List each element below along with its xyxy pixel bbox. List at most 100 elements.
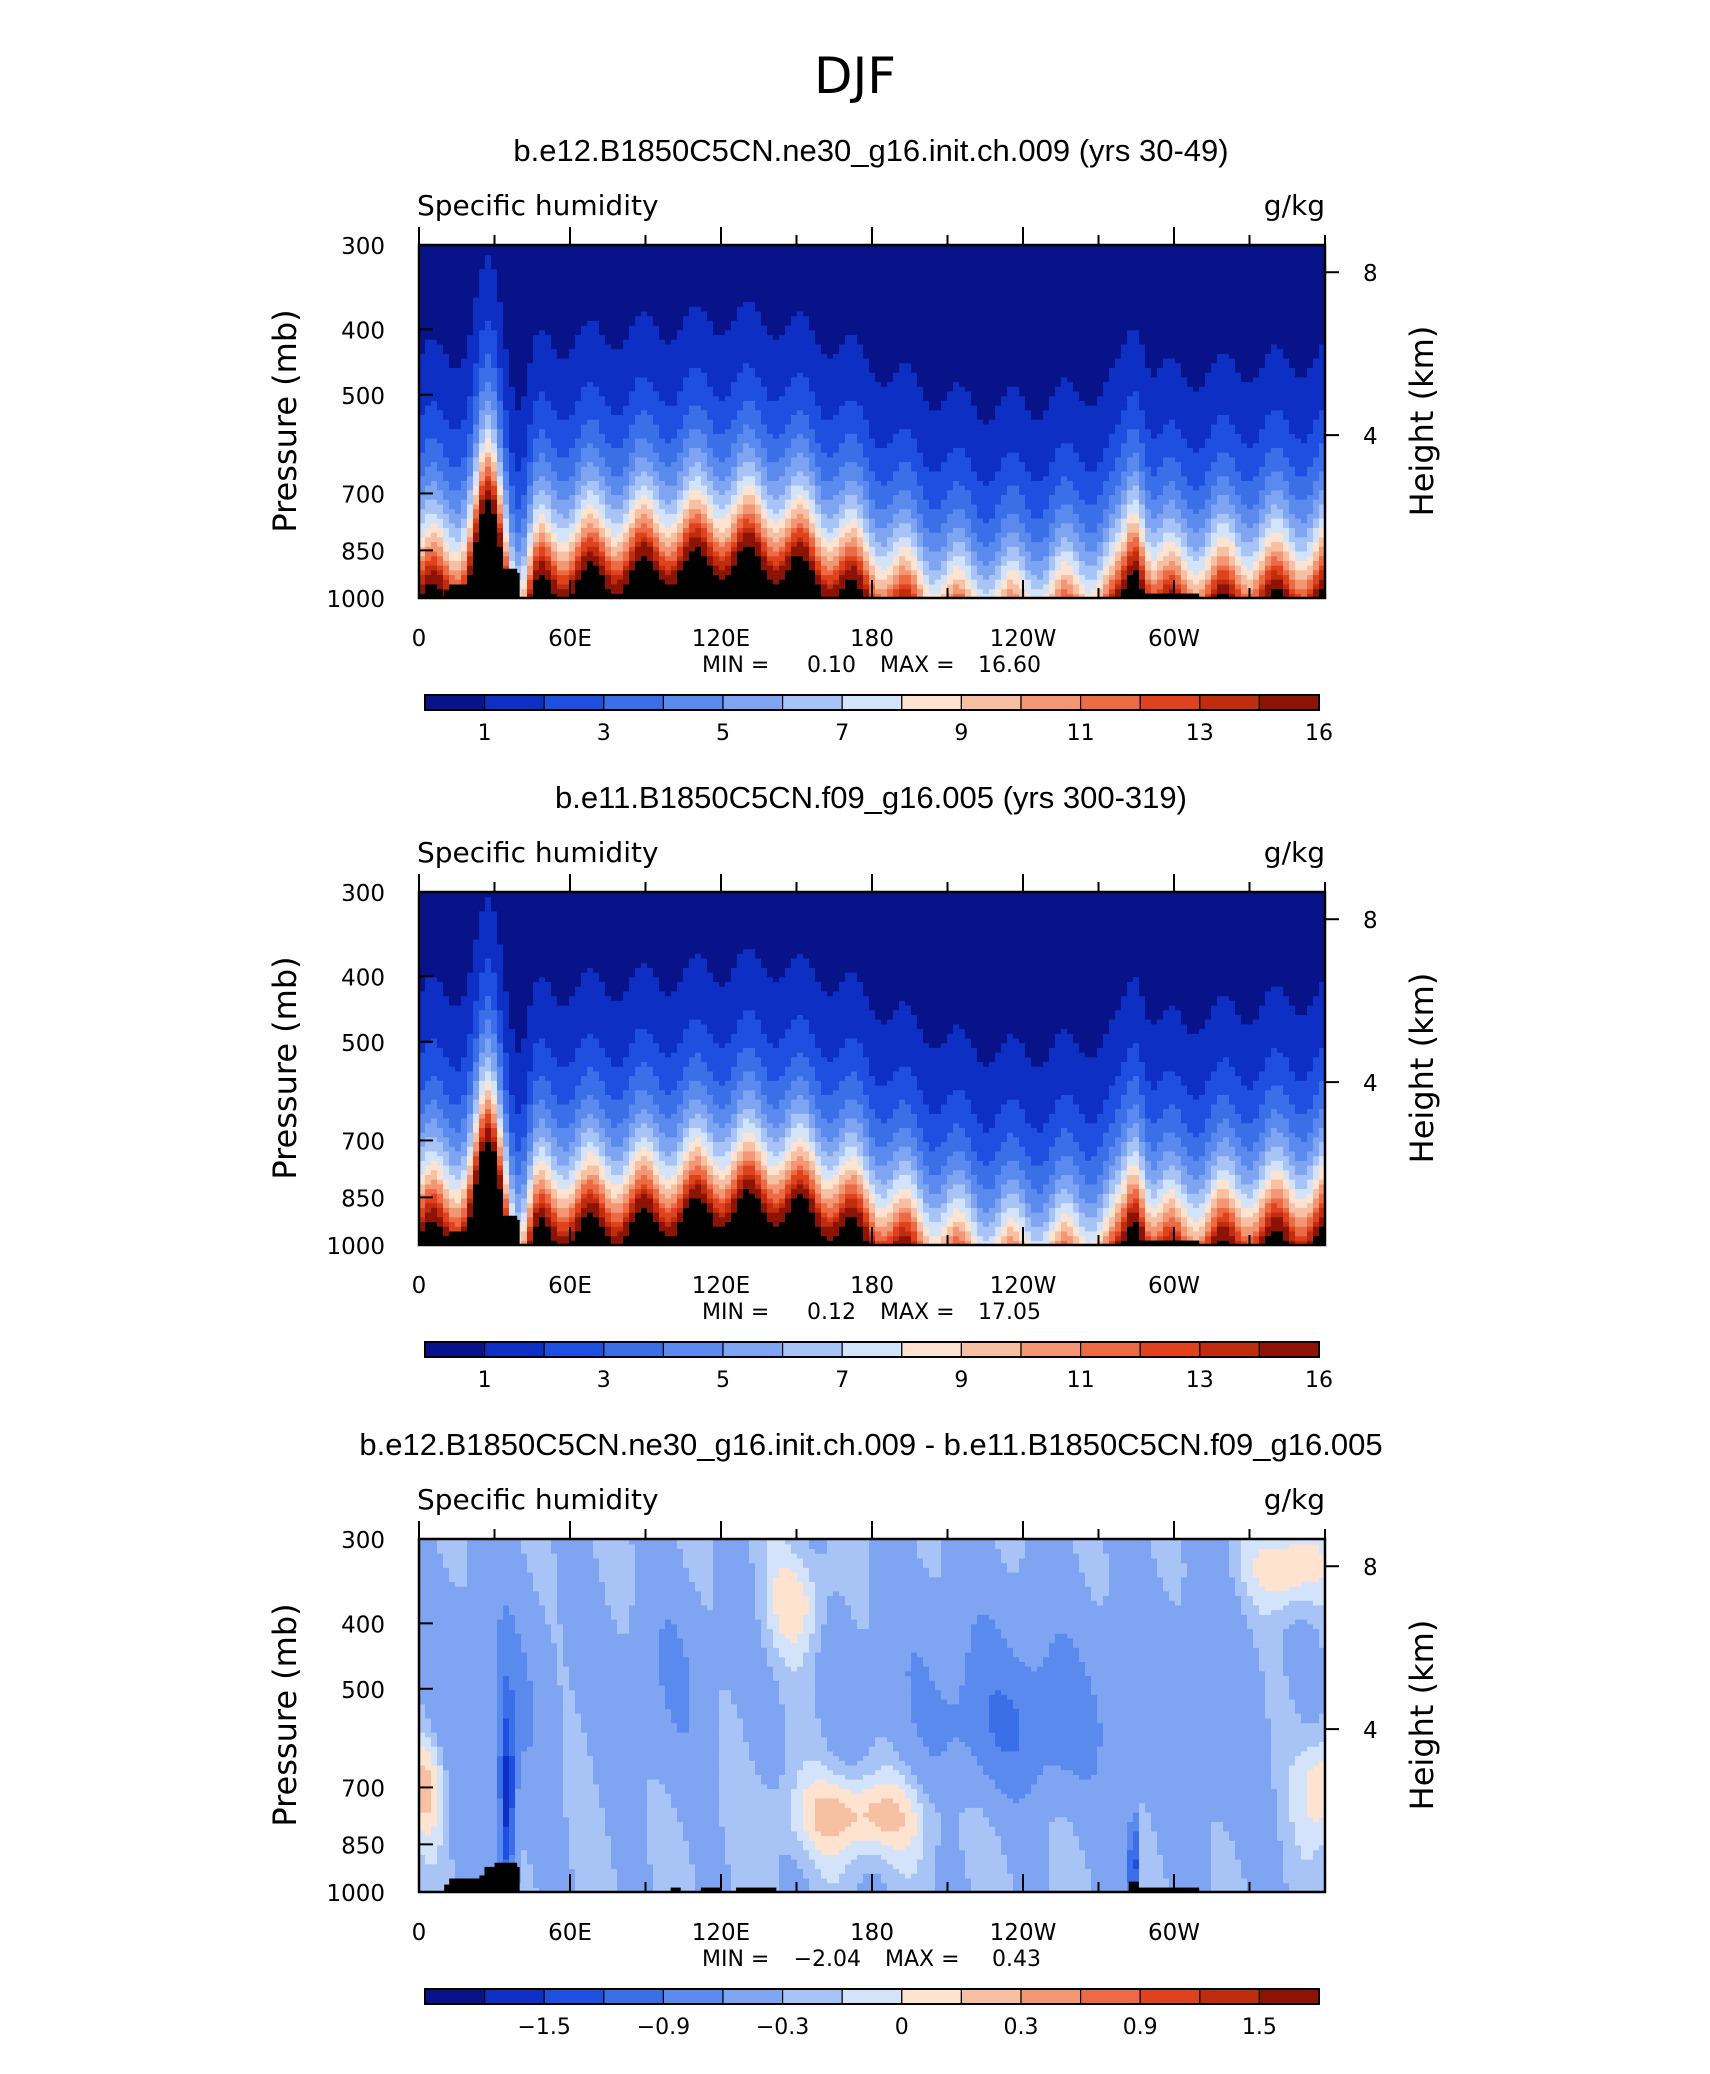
colorbar-box — [543, 694, 605, 711]
contour-cell — [419, 287, 480, 293]
contour-cell — [707, 475, 720, 481]
contour-cell — [1079, 1226, 1086, 1232]
contour-cell — [515, 527, 522, 533]
contour-cell — [1313, 541, 1320, 547]
contour-cell — [551, 1230, 558, 1237]
contour-cell — [503, 466, 510, 472]
contour-cell — [767, 475, 780, 481]
contour-cell — [503, 395, 516, 401]
contour-cell — [779, 579, 816, 585]
contour-cell — [1229, 574, 1236, 580]
contour-cell — [587, 536, 594, 543]
contour-cell — [971, 517, 984, 524]
contour-cell — [1061, 376, 1068, 383]
contour-cell — [1241, 433, 1260, 439]
contour-cell — [479, 513, 498, 519]
contour-cell — [467, 1216, 504, 1223]
contour-cell — [737, 452, 756, 458]
contour-cell — [473, 310, 504, 317]
contour-cell — [875, 1183, 894, 1190]
contour-cell — [509, 437, 528, 444]
contour-cell — [863, 550, 870, 557]
contour-cell — [629, 560, 636, 566]
contour-cell — [551, 546, 558, 552]
contour-cell — [557, 569, 570, 576]
contour-cell — [827, 1235, 834, 1241]
contour-cell — [1181, 1212, 1188, 1218]
contour-cell — [1145, 536, 1164, 543]
contour-cell — [689, 1183, 696, 1190]
contour-cell — [677, 1174, 684, 1180]
contour-cell — [731, 386, 768, 392]
contour-cell — [1169, 588, 1176, 594]
contour-cell — [797, 494, 804, 500]
contour-cell — [1157, 372, 1182, 378]
contour-cell — [1235, 1174, 1242, 1180]
contour-cell — [515, 555, 522, 561]
contour-cell — [497, 447, 504, 453]
contour-cell — [623, 527, 630, 533]
contour-cell — [1319, 508, 1325, 514]
contour-cell — [983, 1183, 996, 1190]
contour-cell — [503, 536, 510, 543]
contour-cell — [707, 1193, 714, 1199]
contour-cell — [857, 508, 864, 514]
contour-cell — [1163, 1221, 1182, 1227]
contour-cell — [581, 513, 588, 519]
contour-cell — [1079, 588, 1086, 594]
contour-cell — [503, 565, 510, 571]
contour-cell — [953, 1230, 966, 1237]
contour-cell — [1109, 1188, 1116, 1194]
colorbar-label: 7 — [835, 721, 849, 746]
contour-cell — [491, 357, 498, 364]
contour-cell — [743, 513, 756, 519]
contour-cell — [503, 555, 510, 561]
contour-cell — [443, 343, 468, 350]
contour-cell — [1151, 1179, 1158, 1185]
contour-cell — [551, 565, 558, 571]
contour-cell — [1097, 527, 1104, 533]
contour-cell — [785, 390, 816, 397]
contour-cell — [533, 357, 870, 364]
contour-cell — [911, 362, 1116, 368]
contour-cell — [815, 1174, 822, 1180]
contour-cell — [875, 1221, 888, 1227]
contour-cell — [677, 489, 684, 496]
contour-cell — [551, 579, 558, 585]
contour-cell — [1217, 1188, 1230, 1194]
contour-cell — [461, 456, 468, 463]
contour-cell — [1259, 470, 1272, 477]
contour-cell — [557, 1230, 570, 1237]
contour-cell — [509, 1202, 516, 1208]
contour-cell — [929, 466, 942, 472]
contour-cell — [605, 574, 612, 580]
contour-cell — [923, 485, 954, 491]
contour-cell — [1241, 1221, 1254, 1227]
contour-cell — [551, 541, 558, 547]
contour-cell — [1295, 550, 1314, 557]
contour-cell — [869, 1216, 876, 1223]
contour-cell — [509, 456, 516, 463]
contour-cell — [701, 536, 708, 543]
contour-cell — [689, 409, 708, 416]
contour-cell — [1181, 428, 1212, 434]
contour-cell — [1313, 532, 1320, 538]
contour-cell — [617, 541, 624, 547]
contour-cell — [863, 1230, 870, 1237]
contour-cell — [1109, 494, 1122, 500]
contour-cell — [515, 494, 522, 500]
contour-cell — [509, 480, 528, 486]
contour-cell — [713, 1174, 720, 1180]
contour-cell — [1217, 546, 1230, 552]
contour-cell — [623, 550, 630, 557]
contour-cell — [1307, 1221, 1314, 1227]
contour-cell — [923, 390, 948, 397]
contour-cell — [497, 414, 504, 420]
contour-cell — [551, 1174, 564, 1180]
contour-cell — [1235, 362, 1266, 368]
contour-cell — [575, 1179, 582, 1185]
contour-cell — [443, 527, 450, 533]
contour-cell — [839, 546, 846, 552]
contour-cell — [899, 522, 912, 528]
contour-cell — [785, 1193, 792, 1199]
